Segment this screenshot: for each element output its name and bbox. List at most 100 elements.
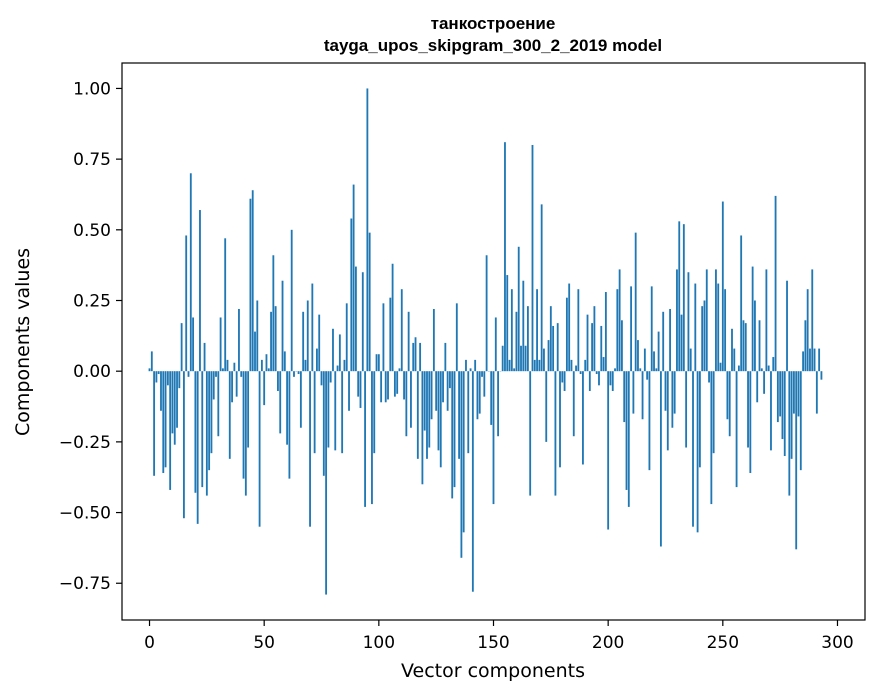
bar (701, 306, 704, 372)
bar (336, 365, 339, 372)
bars-group (148, 88, 823, 595)
bar (396, 371, 399, 394)
bar (469, 368, 472, 372)
bar (529, 371, 532, 496)
bar (400, 289, 403, 372)
bar (439, 371, 442, 468)
bar (176, 371, 178, 428)
bar (687, 272, 690, 372)
bar (504, 142, 506, 372)
bar (543, 348, 545, 372)
bar (506, 275, 509, 372)
bar (733, 348, 736, 372)
bar (361, 272, 364, 372)
bar (258, 371, 261, 527)
bar (497, 371, 499, 437)
bar (602, 357, 605, 372)
bar (536, 289, 538, 372)
bar (618, 269, 621, 372)
bar (520, 345, 522, 372)
bar (481, 371, 483, 377)
bar (277, 371, 279, 391)
bar (377, 354, 380, 372)
bar (148, 368, 151, 372)
bar (614, 368, 616, 372)
bar (646, 371, 649, 380)
bar (774, 195, 777, 372)
x-axis-label: Vector components (401, 660, 585, 682)
bar (338, 334, 341, 372)
bar (357, 371, 360, 397)
bar (343, 359, 346, 372)
bar (423, 371, 426, 431)
bar (251, 190, 254, 372)
bar (662, 311, 665, 372)
bar (533, 359, 536, 372)
bar (210, 371, 213, 454)
bar (588, 371, 591, 391)
bar (449, 371, 451, 389)
bar (579, 371, 582, 375)
x-tick-label: 100 (363, 633, 395, 653)
bar (659, 371, 662, 547)
bar (302, 311, 305, 372)
bar (703, 300, 706, 372)
bar (637, 340, 639, 372)
bar (577, 289, 580, 372)
bar (694, 283, 697, 372)
bar (171, 371, 174, 434)
bar (196, 371, 199, 524)
bar (549, 306, 552, 372)
bar (655, 368, 658, 372)
bar (582, 371, 584, 465)
bar (671, 371, 674, 428)
bar (256, 300, 259, 372)
bar (421, 371, 424, 485)
bar (382, 303, 385, 372)
bar (265, 354, 268, 372)
bar (325, 371, 328, 595)
bar (419, 342, 422, 372)
bar (460, 371, 463, 558)
bar (708, 371, 710, 383)
bar (238, 308, 240, 372)
bar (263, 371, 266, 406)
bar (726, 371, 729, 420)
x-axis: 0 50 100 150 200 250 300 (144, 620, 854, 653)
bar (150, 351, 153, 372)
bar (600, 325, 603, 372)
bar (563, 371, 566, 391)
bar (572, 371, 575, 437)
bar (584, 359, 587, 372)
bar (393, 371, 396, 397)
bar (322, 371, 325, 476)
bar (802, 351, 804, 372)
y-tick-label: 0.00 (73, 362, 111, 382)
bar (795, 371, 798, 550)
x-tick-label: 300 (821, 633, 853, 653)
bar (689, 348, 692, 372)
bar (666, 371, 669, 451)
bar (721, 201, 724, 372)
y-tick-label: 0.50 (73, 221, 111, 241)
bar (309, 371, 311, 527)
bar (742, 320, 745, 372)
bar (215, 371, 217, 377)
bar (568, 283, 571, 372)
bar (371, 371, 373, 505)
bar (451, 371, 454, 499)
bar (648, 371, 651, 471)
bar (639, 368, 642, 372)
bar (552, 325, 555, 372)
bar (221, 368, 224, 372)
bar (283, 351, 286, 372)
bar (444, 342, 447, 372)
bar (650, 286, 653, 372)
bar (715, 269, 717, 372)
bar (410, 371, 412, 428)
bar (754, 300, 756, 372)
bar (453, 371, 456, 488)
bar (772, 357, 775, 372)
bar (632, 371, 635, 414)
bar (545, 371, 548, 442)
